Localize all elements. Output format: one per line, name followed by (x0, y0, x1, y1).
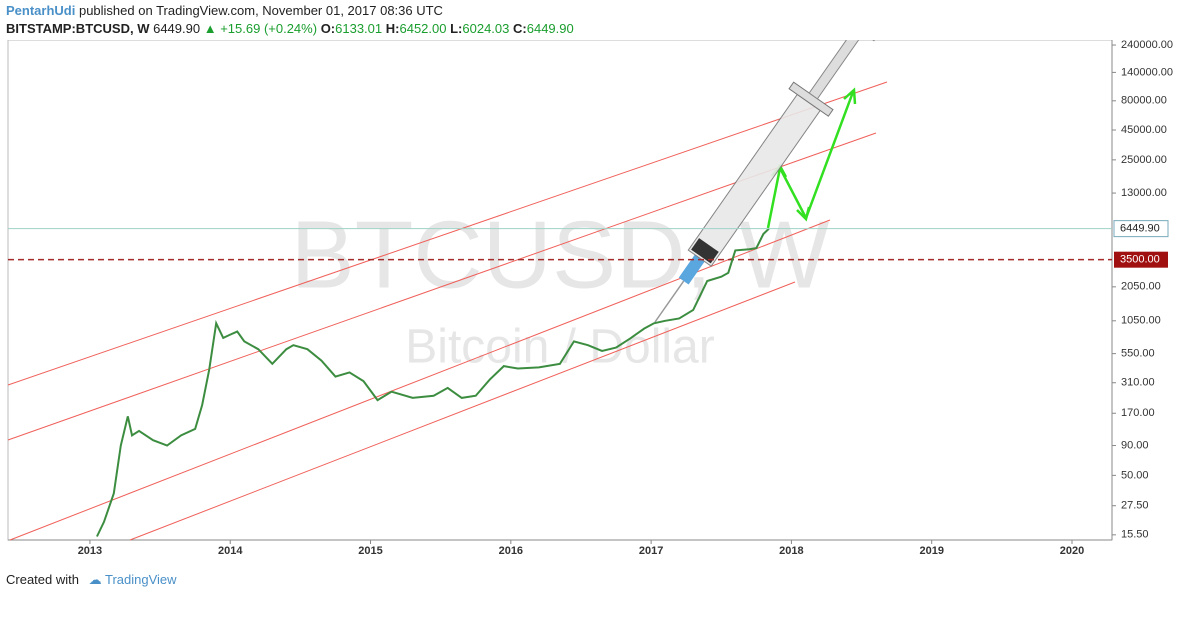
channel-lines (7, 81, 888, 541)
chart: BTCUSD, W Bitcoin / Dollar 2013 2014 2015 2… (7, 40, 1173, 557)
watermark-symbol: BTCUSD, W (291, 201, 830, 308)
x-tick-label: 2013 (78, 545, 102, 557)
header-line-2: BITSTAMP:BTCUSD, W 6449.90 ▲ +15.69 (+0.… (6, 21, 574, 36)
o: 6133.01 (335, 21, 383, 36)
y-tick-label: 25000.00 (1121, 154, 1167, 166)
y-tick-label: 310.00 (1121, 377, 1155, 389)
c-label: C: (513, 21, 527, 36)
y-tick-label: 13000.00 (1121, 187, 1167, 199)
symbol: BITSTAMP:BTCUSD, W (6, 21, 150, 36)
price: 6449.90 (153, 21, 201, 36)
y-tick-label: 140000.00 (1121, 66, 1173, 78)
page: PentarhUdi published on TradingView.com,… (6, 3, 1173, 587)
h-label: H: (385, 21, 400, 36)
hline-label: 3500.00 (1120, 254, 1160, 266)
channel-line (7, 81, 888, 386)
footer: Created with ☁ TradingView (6, 572, 177, 587)
plunger (808, 40, 864, 100)
plunger-tip (691, 238, 719, 264)
change: ▲ +15.69 (+0.24%) (203, 21, 318, 36)
y-tick-label: 27.50 (1121, 500, 1149, 512)
y-tick-label: 550.00 (1121, 348, 1155, 360)
y-tick-label: 2050.00 (1121, 281, 1161, 293)
y-tick-label: 15.50 (1121, 529, 1149, 541)
last-price-label: 6449.90 (1120, 223, 1160, 235)
last-price-tag (1113, 220, 1169, 238)
watermark-name: Bitcoin / Dollar (405, 321, 714, 374)
h: 6452.00 (399, 21, 447, 36)
footer-created: Created with (6, 572, 79, 587)
y-tick-label: 45000.00 (1121, 124, 1167, 136)
channel-line (7, 132, 877, 441)
header-line-1: PentarhUdi published on TradingView.com,… (6, 3, 443, 18)
o-label: O: (320, 21, 336, 36)
y-tick-label: 50.00 (1121, 469, 1149, 481)
x-tick-label: 2016 (499, 545, 523, 557)
footer-brand[interactable]: TradingView (105, 572, 177, 587)
y-tick-label: 80000.00 (1121, 95, 1167, 107)
hline-tag (1114, 251, 1168, 268)
x-tick-label: 2015 (358, 545, 382, 557)
arrowhead (843, 87, 857, 105)
needle (654, 280, 685, 323)
channel-line (129, 281, 796, 541)
x-tick-label: 2017 (639, 545, 663, 557)
y-tick-label: 240000.00 (1121, 40, 1173, 51)
y-tick-label: 1050.00 (1121, 315, 1161, 327)
x-tick-label: 2014 (218, 545, 243, 557)
y-tick-label: 170.00 (1121, 407, 1155, 419)
needle-hub (678, 254, 705, 285)
l: 6024.03 (462, 21, 510, 36)
c: 6449.90 (526, 21, 574, 36)
y-tick-label: 90.00 (1121, 439, 1149, 451)
x-tick-label: 2018 (779, 545, 803, 557)
change-text: +15.69 (+0.24%) (220, 21, 318, 36)
syringe (654, 40, 880, 323)
price-line (96, 227, 770, 537)
x-tick-label: 2020 (1060, 545, 1084, 557)
l-label: L: (450, 21, 463, 36)
arrow-path (766, 91, 855, 229)
author[interactable]: PentarhUdi (6, 3, 76, 18)
published: published on TradingView.com, November 0… (78, 3, 443, 18)
x-tick-label: 2019 (919, 545, 943, 557)
arrowhead (796, 206, 811, 222)
